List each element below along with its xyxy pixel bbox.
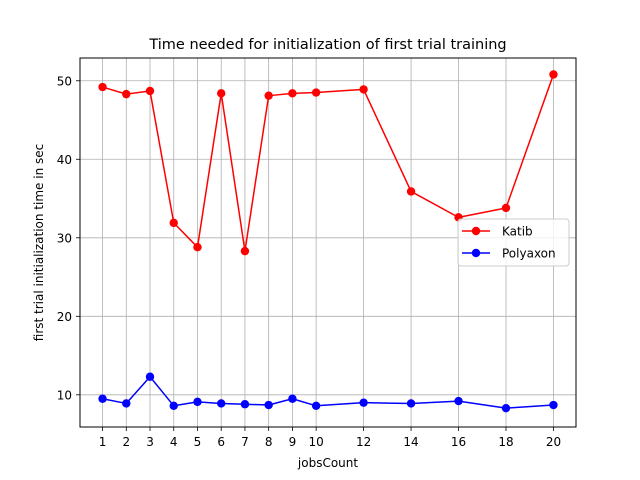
y-axis: 10 20 30 40 50 <box>57 74 80 402</box>
data-point-polyaxon <box>501 403 511 413</box>
legend: Katib Polyaxon <box>457 218 570 267</box>
legend-swatch-marker-katib <box>471 226 481 236</box>
data-point-katib <box>311 88 321 97</box>
data-point-katib <box>217 89 226 98</box>
data-point-polyaxon <box>240 400 250 409</box>
data-point-polyaxon <box>288 394 297 403</box>
y-tick-label: 20 <box>57 310 72 324</box>
x-axis: 1 2 3 4 5 6 7 8 9 10 12 14 16 18 20 <box>99 427 561 449</box>
x-tick-label: 9 <box>289 435 297 449</box>
data-point-polyaxon <box>98 394 107 403</box>
data-point-polyaxon <box>549 400 558 410</box>
x-tick-label: 10 <box>308 435 323 449</box>
legend-label-polyaxon: Polyaxon <box>502 247 556 261</box>
data-point-katib <box>169 218 178 228</box>
data-point-katib <box>122 89 131 99</box>
data-point-katib <box>264 91 273 100</box>
x-tick-label: 12 <box>356 435 371 449</box>
data-point-katib <box>98 82 107 92</box>
data-point-polyaxon <box>217 399 226 408</box>
data-point-polyaxon <box>169 401 178 411</box>
y-tick-label: 30 <box>57 231 72 245</box>
x-tick-label: 2 <box>122 435 130 449</box>
data-point-polyaxon <box>264 400 273 410</box>
x-tick-label: 14 <box>403 435 418 449</box>
x-tick-label: 3 <box>146 435 154 449</box>
data-point-katib <box>501 203 511 213</box>
y-tick-label: 50 <box>57 74 72 88</box>
x-tick-label: 8 <box>265 435 273 449</box>
series-katib <box>98 70 558 256</box>
data-point-polyaxon <box>122 399 131 408</box>
data-point-katib <box>288 89 297 98</box>
data-point-polyaxon <box>406 399 416 408</box>
legend-swatch-marker-polyaxon <box>471 248 481 258</box>
x-tick-label: 1 <box>99 435 107 449</box>
series-layer <box>98 70 558 413</box>
y-axis-label: first trial initialization time in sec <box>32 144 46 341</box>
x-tick-label: 16 <box>451 435 466 449</box>
data-point-katib <box>406 187 416 196</box>
data-point-polyaxon <box>359 398 368 407</box>
x-tick-label: 4 <box>170 435 178 449</box>
data-point-polyaxon <box>311 401 321 411</box>
legend-label-katib: Katib <box>502 225 533 239</box>
x-tick-label: 6 <box>217 435 225 449</box>
x-tick-label: 20 <box>546 435 561 449</box>
data-point-katib <box>549 70 558 79</box>
data-point-polyaxon <box>454 396 463 406</box>
chart-title: Time needed for initialization of first … <box>148 37 506 53</box>
x-tick-label: 7 <box>241 435 249 449</box>
data-point-katib <box>359 85 368 94</box>
x-tick-label: 5 <box>194 435 202 449</box>
series-polyaxon <box>98 372 558 413</box>
data-point-polyaxon <box>193 397 202 407</box>
data-point-katib <box>145 86 155 96</box>
plot-frame <box>79 57 577 428</box>
data-point-katib <box>240 246 250 256</box>
series-line-polyaxon <box>102 376 554 409</box>
x-tick-label: 18 <box>498 435 513 449</box>
data-point-katib <box>193 243 202 252</box>
y-tick-label: 10 <box>57 388 72 402</box>
x-axis-label: jobsCount <box>297 456 358 470</box>
y-tick-label: 40 <box>57 153 72 167</box>
data-point-polyaxon <box>145 372 155 381</box>
